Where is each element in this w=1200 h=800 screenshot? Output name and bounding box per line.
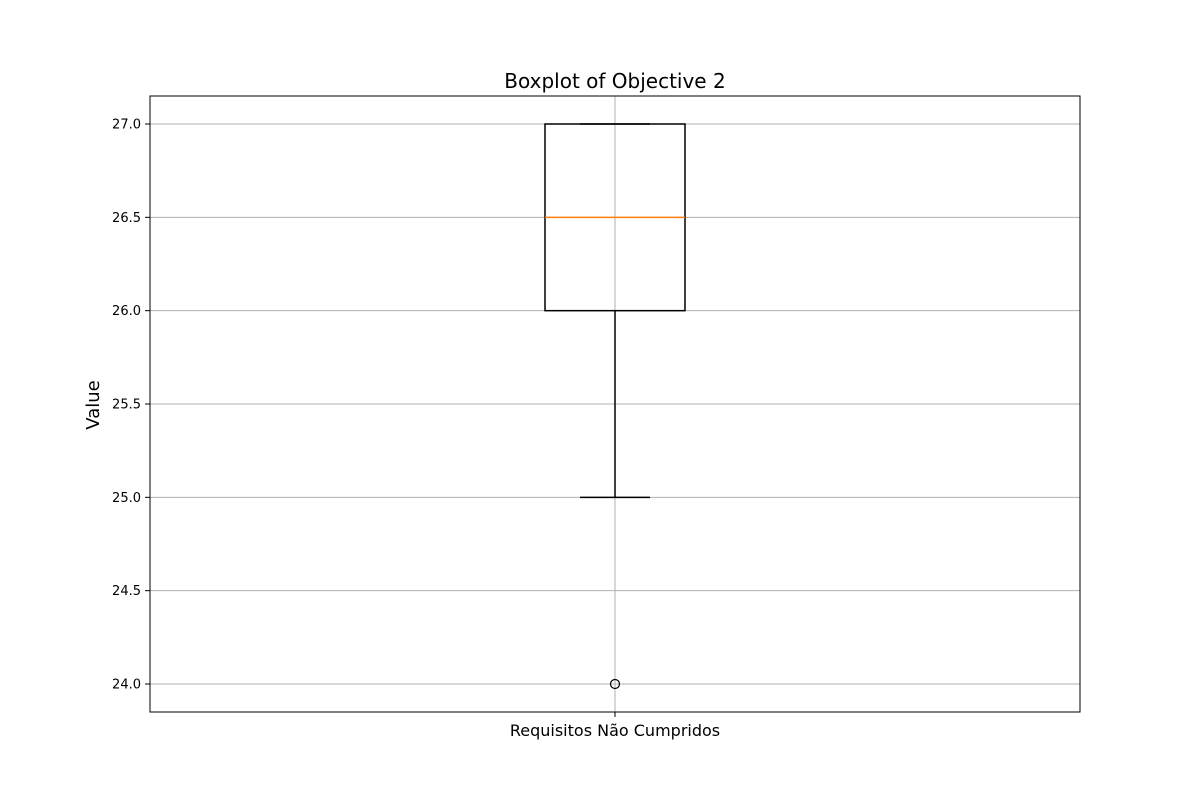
y-tick-label: 24.5 <box>112 584 141 599</box>
x-tick-label: Requisitos Não Cumpridos <box>510 721 720 740</box>
box-series <box>544 123 686 690</box>
y-tick-label: 26.5 <box>112 211 141 226</box>
y-axis-label: Value <box>83 380 104 429</box>
y-tick-label: 24.0 <box>112 678 141 693</box>
y-tick-label: 25.5 <box>112 398 141 413</box>
x-axis-ticks: Requisitos Não Cumpridos <box>510 712 720 740</box>
y-tick-label: 27.0 <box>112 118 141 133</box>
y-tick-label: 26.0 <box>112 304 141 319</box>
chart-title: Boxplot of Objective 2 <box>504 69 725 93</box>
y-tick-label: 25.0 <box>112 491 141 506</box>
plot-frame <box>149 95 1081 713</box>
outlier-point <box>609 678 621 690</box>
y-axis-ticks: 24.0 24.5 25.0 25.5 26.0 26.5 27.0 <box>112 118 150 693</box>
